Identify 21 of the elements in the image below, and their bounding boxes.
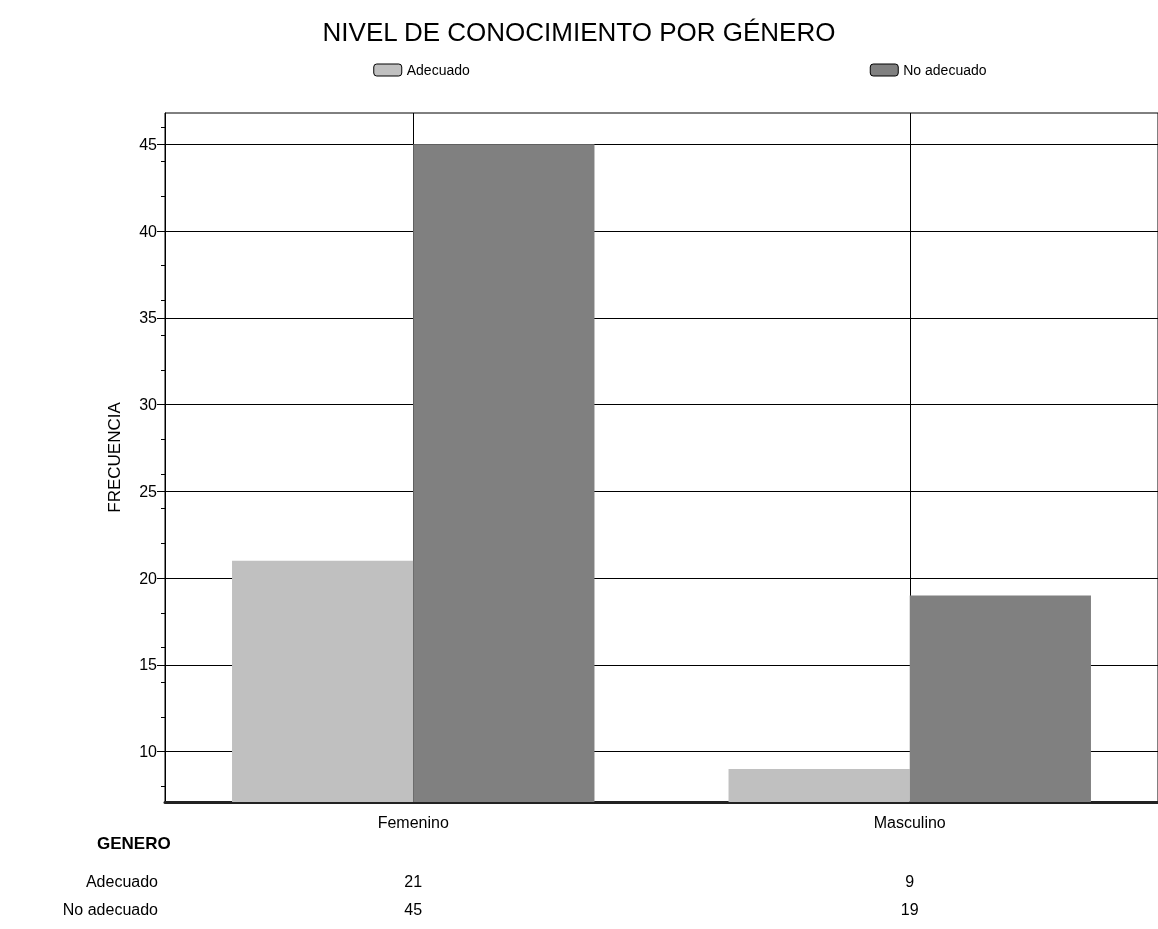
text: No adecuado [62,900,158,918]
y-tick-label: 40 [139,222,158,240]
text: Adecuado [85,872,158,890]
data-label: 9 [905,872,915,890]
y-tick-label: 35 [139,309,158,327]
y-tick-label: 15 [139,656,158,674]
y-axis-title: FRECUENCIA [105,401,124,513]
chart-title: NIVEL DE CONOCIMIENTO POR GÉNERO [322,17,836,47]
x-tick-label: Masculino [873,813,946,831]
x-axis-title: GENERO [97,834,171,853]
y-tick-label: 20 [139,569,158,587]
legend-label: No adecuado [903,62,987,78]
y-tick-label: 25 [139,482,158,500]
data-label: 45 [404,900,423,918]
data-label: 21 [404,872,423,890]
y-tick-label: 45 [139,135,158,153]
x-tick-label: Femenino [377,813,449,831]
y-tick-label: 10 [139,743,158,761]
data-label: 19 [900,900,919,918]
y-tick-label: 30 [139,396,158,414]
legend-label: Adecuado [406,62,471,78]
